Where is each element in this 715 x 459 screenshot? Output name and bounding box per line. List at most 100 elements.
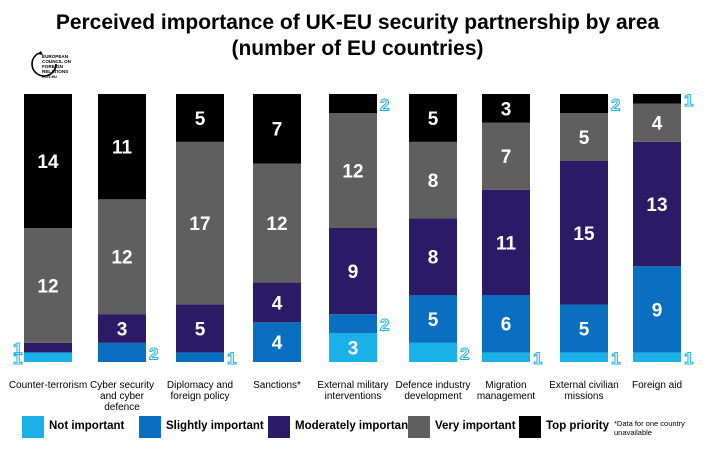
bar-segment-external-civilian-missions-not-important <box>560 352 608 362</box>
bar-segment-migration-management-not-important <box>482 352 530 362</box>
data-label-diplomacy-and-foreign-policy-moderately-important: 5 <box>195 320 206 341</box>
data-label-cyber-security-and-cyber-defence-top-priority: 11 <box>112 138 133 159</box>
bar-segment-counter-terrorism-very-important <box>24 228 72 343</box>
data-label-sanctions-slightly-important: 4 <box>272 333 283 354</box>
bar-segment-migration-management-moderately-important <box>482 189 530 295</box>
category-label-foreign-aid: Foreign aid <box>632 380 682 391</box>
category-label-external-military-interventions-line1: External military <box>317 380 388 391</box>
category-label-external-military-interventions-line2: interventions <box>325 391 382 402</box>
bar-segment-foreign-aid-slightly-important <box>633 266 681 353</box>
data-label-foreign-aid-top-priority: 1 <box>684 91 693 110</box>
data-label-diplomacy-and-foreign-policy-top-priority: 5 <box>195 109 206 130</box>
data-label-diplomacy-and-foreign-policy-slightly-important: 1 <box>227 349 236 368</box>
bar-segment-external-civilian-missions-moderately-important <box>560 161 608 305</box>
bar-segment-defence-industry-development-moderately-important <box>409 218 457 295</box>
legend-label-slightly-important: Slightly important <box>166 420 264 432</box>
category-label-migration-management-line1: Migration <box>485 380 526 391</box>
category-label-sanctions: Sanctions* <box>253 380 301 391</box>
category-label-external-civilian-missions-line1: External civilian <box>549 380 618 391</box>
bar-segment-foreign-aid-very-important <box>633 103 681 142</box>
bar-segment-external-civilian-missions-slightly-important <box>560 304 608 353</box>
data-label-external-civilian-missions-moderately-important: 15 <box>573 224 595 245</box>
data-label-defence-industry-development-slightly-important: 5 <box>428 310 439 331</box>
category-label-defence-industry-development-line2: development <box>404 391 461 402</box>
data-label-migration-management-not-important: 1 <box>533 349 542 368</box>
bar-segment-foreign-aid-top-priority <box>633 94 681 104</box>
legend-label-moderately-important: Moderately important <box>295 420 412 432</box>
data-label-external-civilian-missions-very-important: 5 <box>579 128 590 149</box>
bar-segment-migration-management-slightly-important <box>482 295 530 353</box>
bar-segment-external-military-interventions-not-important <box>329 333 377 362</box>
data-label-external-military-interventions-very-important: 12 <box>342 162 363 183</box>
category-label-cyber-security-and-cyber-defence-line3: defence <box>104 402 140 413</box>
data-label-cyber-security-and-cyber-defence-moderately-important: 3 <box>117 320 128 341</box>
legend-label-very-important: Very important <box>435 420 516 432</box>
bar-segment-sanctions-top-priority <box>253 94 301 164</box>
data-label-migration-management-moderately-important: 11 <box>496 233 517 254</box>
category-label-counter-terrorism: Counter-terrorism <box>9 380 87 391</box>
category-label-external-civilian-missions-line2: missions <box>565 391 604 402</box>
bar-segment-diplomacy-and-foreign-policy-slightly-important <box>176 352 224 362</box>
data-label-counter-terrorism-very-important: 12 <box>37 276 58 297</box>
data-label-defence-industry-development-very-important: 8 <box>428 171 439 192</box>
bar-segment-sanctions-very-important <box>253 163 301 283</box>
bar-segment-external-civilian-missions-top-priority <box>560 94 608 114</box>
data-label-sanctions-moderately-important: 4 <box>272 293 283 314</box>
bar-segment-external-military-interventions-slightly-important <box>329 314 377 334</box>
bar-segment-diplomacy-and-foreign-policy-moderately-important <box>176 304 224 353</box>
bar-segment-counter-terrorism-moderately-important <box>24 342 72 353</box>
legend-label-top-priority: Top priority <box>546 420 610 432</box>
bar-segment-sanctions-slightly-important <box>253 322 301 362</box>
data-label-migration-management-slightly-important: 6 <box>501 315 512 336</box>
data-label-external-civilian-missions-slightly-important: 5 <box>579 320 590 341</box>
data-label-counter-terrorism-not-important: 1 <box>13 349 22 368</box>
data-label-defence-industry-development-top-priority: 5 <box>428 109 439 130</box>
data-label-external-civilian-missions-not-important: 1 <box>611 349 620 368</box>
chart-title-line1: Perceived importance of UK-EU security p… <box>55 11 660 34</box>
bar-segment-migration-management-top-priority <box>482 94 530 123</box>
bar-segment-counter-terrorism-not-important <box>24 352 72 362</box>
data-label-cyber-security-and-cyber-defence-very-important: 12 <box>111 248 132 269</box>
bar-segment-external-military-interventions-moderately-important <box>329 228 377 315</box>
data-label-sanctions-top-priority: 7 <box>272 120 283 141</box>
data-label-foreign-aid-very-important: 4 <box>652 114 663 135</box>
data-label-external-military-interventions-slightly-important: 2 <box>380 316 389 335</box>
bar-segment-migration-management-very-important <box>482 122 530 190</box>
category-label-defence-industry-development-line1: Defence industry <box>395 380 470 391</box>
legend-swatch-top-priority <box>519 416 541 438</box>
legend-swatch-moderately-important <box>268 416 290 438</box>
chart-title-line2: (number of EU countries) <box>231 37 484 60</box>
ecfr-logo: EUROPEAN COUNCIL ON FOREIGN RELATIONS ec… <box>28 48 80 92</box>
bar-segment-external-military-interventions-very-important <box>329 113 377 228</box>
data-label-external-military-interventions-top-priority: 2 <box>380 96 389 115</box>
bar-segment-defence-industry-development-not-important <box>409 342 457 362</box>
data-label-migration-management-top-priority: 3 <box>501 99 512 120</box>
data-label-diplomacy-and-foreign-policy-very-important: 17 <box>189 214 210 235</box>
category-label-cyber-security-and-cyber-defence-line2: and cyber <box>100 391 145 402</box>
bar-segment-foreign-aid-moderately-important <box>633 141 681 267</box>
legend-swatch-slightly-important <box>139 416 161 438</box>
bar-segment-defence-industry-development-top-priority <box>409 94 457 142</box>
data-label-defence-industry-development-not-important: 2 <box>460 344 469 363</box>
bar-segment-sanctions-moderately-important <box>253 282 301 323</box>
bar-segment-diplomacy-and-foreign-policy-top-priority <box>176 94 224 142</box>
bar-segment-defence-industry-development-slightly-important <box>409 295 457 343</box>
data-label-foreign-aid-slightly-important: 9 <box>652 300 663 321</box>
bar-segment-external-military-interventions-top-priority <box>329 94 377 114</box>
data-label-defence-industry-development-moderately-important: 8 <box>428 248 439 269</box>
bar-segment-diplomacy-and-foreign-policy-very-important <box>176 141 224 305</box>
bar-segment-cyber-security-and-cyber-defence-top-priority <box>98 94 146 200</box>
data-label-external-military-interventions-not-important: 3 <box>348 339 359 360</box>
bar-segment-external-civilian-missions-very-important <box>560 113 608 161</box>
bar-segment-cyber-security-and-cyber-defence-slightly-important <box>98 342 146 362</box>
bar-segment-defence-industry-development-very-important <box>409 141 457 219</box>
data-label-external-civilian-missions-top-priority: 2 <box>611 96 620 115</box>
data-label-migration-management-very-important: 7 <box>501 147 512 168</box>
bar-segment-counter-terrorism-top-priority <box>24 94 72 228</box>
ecfr-logo-text: EUROPEAN COUNCIL ON FOREIGN RELATIONS ec… <box>42 54 72 79</box>
footnote: *Data for one country unavailable <box>614 419 685 437</box>
data-label-external-military-interventions-moderately-important: 9 <box>348 262 359 283</box>
legend-label-not-important: Not important <box>49 420 125 432</box>
category-label-diplomacy-and-foreign-policy-line2: foreign policy <box>171 391 230 402</box>
